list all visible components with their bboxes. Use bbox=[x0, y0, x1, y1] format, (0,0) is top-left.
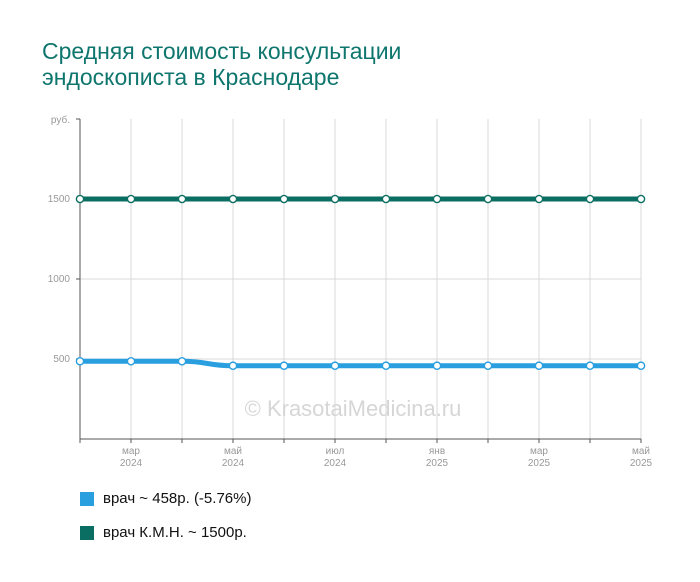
chart-title: Средняя стоимость консультации эндоскопи… bbox=[42, 38, 602, 90]
data-point bbox=[228, 361, 238, 371]
watermark-text: © KrasotaiMedicina.ru bbox=[245, 396, 462, 421]
data-point bbox=[381, 361, 391, 371]
x-tick-label-year: 2025 bbox=[426, 458, 449, 469]
chart-title-line-2: эндоскописта в Краснодаре bbox=[42, 64, 340, 90]
x-tick-label-month: мар bbox=[122, 446, 140, 457]
series-line bbox=[77, 358, 644, 369]
legend-swatch-candidate bbox=[80, 525, 94, 540]
data-point bbox=[177, 194, 187, 204]
x-tick-label-year: 2024 bbox=[120, 458, 143, 469]
chart-title-line-1: Средняя стоимость консультации bbox=[42, 38, 402, 64]
legend-label-doctor: врач ~ 458р. (-5.76%) bbox=[103, 490, 252, 507]
x-tick-label-year: 2024 bbox=[222, 458, 245, 469]
data-point bbox=[585, 361, 595, 371]
data-point bbox=[483, 194, 493, 204]
data-point bbox=[126, 356, 136, 366]
data-point bbox=[432, 361, 442, 371]
data-point bbox=[381, 194, 391, 204]
x-tick-label-month: май bbox=[224, 446, 242, 457]
data-point bbox=[330, 361, 340, 371]
x-tick-label-month: янв bbox=[429, 446, 445, 457]
y-tick-label: 500 bbox=[53, 354, 70, 365]
chart-grid bbox=[79, 119, 642, 439]
data-point bbox=[534, 194, 544, 204]
x-tick-label-month: май bbox=[632, 446, 650, 457]
y-tick-label: 1000 bbox=[48, 274, 71, 285]
data-point bbox=[483, 361, 493, 371]
data-point bbox=[534, 361, 544, 371]
x-tick-label-month: июл bbox=[326, 446, 345, 457]
data-point bbox=[330, 194, 340, 204]
y-axis-label: руб. bbox=[51, 114, 70, 126]
data-point bbox=[177, 356, 187, 366]
data-point bbox=[126, 194, 136, 204]
legend-item-doctor: врач ~ 458р. (-5.76%) bbox=[80, 490, 251, 507]
chart-series bbox=[75, 194, 646, 371]
data-point bbox=[585, 194, 595, 204]
legend-swatch-doctor bbox=[80, 491, 94, 506]
x-tick-label-month: мар bbox=[530, 446, 548, 457]
chart-tick-labels: 50010001500руб.мар2024май2024июл2024янв2… bbox=[48, 114, 653, 469]
data-point bbox=[279, 361, 289, 371]
x-tick-label-year: 2024 bbox=[324, 458, 347, 469]
legend-label-candidate: врач К.М.Н. ~ 1500р. bbox=[103, 524, 247, 541]
data-point bbox=[636, 361, 646, 371]
legend-item-candidate: врач К.М.Н. ~ 1500р. bbox=[80, 524, 247, 541]
data-point bbox=[279, 194, 289, 204]
chart-axes bbox=[76, 118, 642, 443]
data-point bbox=[228, 194, 238, 204]
y-tick-label: 1500 bbox=[48, 194, 71, 205]
data-point bbox=[432, 194, 442, 204]
data-point bbox=[75, 356, 85, 366]
x-tick-label-year: 2025 bbox=[630, 458, 653, 469]
data-point bbox=[636, 194, 646, 204]
x-tick-label-year: 2025 bbox=[528, 458, 551, 469]
data-point bbox=[75, 194, 85, 204]
